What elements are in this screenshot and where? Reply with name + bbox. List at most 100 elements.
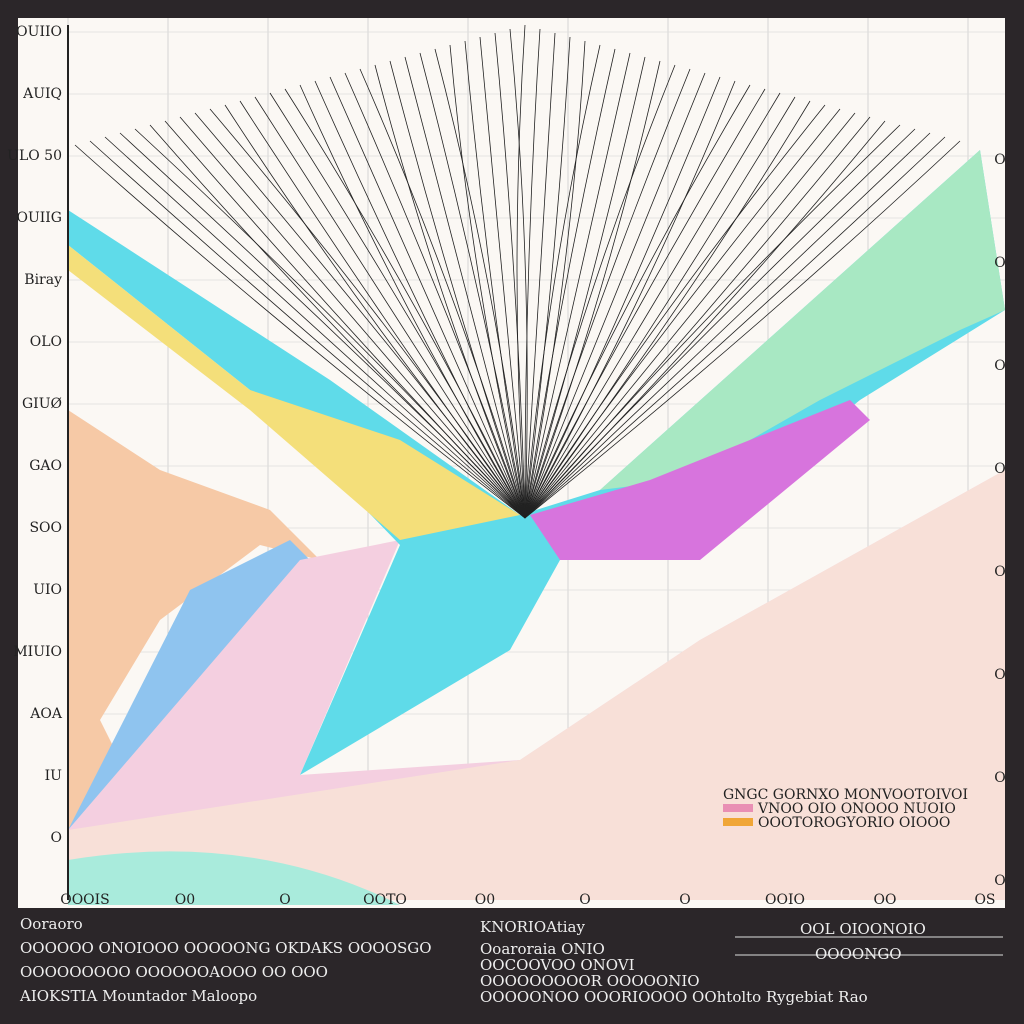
fan-line — [404, 56, 526, 519]
y-tick-label: GAO — [29, 458, 62, 474]
right-tick-label: O — [994, 358, 1005, 374]
yellow-band — [68, 245, 520, 540]
x-tick-label: OOIO — [765, 892, 805, 908]
teal-region — [68, 851, 400, 905]
footer-text: OOOOOO ONOIOOO OOOOONG OKDAKS OOOOSGO — [20, 939, 432, 957]
y-tick-label: MIUIO — [13, 644, 62, 660]
purple-band — [530, 400, 870, 560]
fan-line — [149, 124, 526, 519]
fan-line — [449, 44, 526, 519]
footer-text: OOOOONOO OOORIOOOO OOhtolto Rygebiat Rao — [480, 988, 868, 1006]
fan-line — [516, 24, 526, 519]
fan-line — [104, 136, 526, 519]
footer-text: Ooaroraia ONIO — [480, 940, 605, 958]
fan-line — [524, 124, 901, 519]
right-tick-label: O — [994, 770, 1005, 786]
footer-text: OOCOOVOO ONOVI — [480, 956, 635, 974]
fan-line — [524, 132, 931, 519]
fan-line — [524, 84, 751, 519]
y-tick-label: OUIIG — [16, 210, 62, 226]
y-tick-label: AUIQ — [22, 86, 62, 102]
right-tick-label: O — [994, 461, 1005, 477]
right-tick-label: O — [994, 152, 1005, 168]
fan-line — [239, 100, 526, 519]
x-tick-label: OS — [974, 892, 995, 908]
fan-line — [329, 76, 526, 519]
right-tick-label: O — [994, 667, 1005, 683]
fan-line — [524, 40, 586, 519]
footer-text: AIOKSTIA Mountador Maloopo — [19, 987, 257, 1005]
fan-line — [524, 52, 631, 519]
x-tick-label: O — [579, 892, 590, 908]
fan-line — [269, 92, 526, 519]
legend-swatch — [723, 818, 753, 826]
fan-line — [524, 72, 706, 519]
fan-line — [524, 80, 736, 519]
x-tick-label: O0 — [175, 892, 195, 908]
fan-line — [164, 120, 526, 519]
fan-line — [524, 64, 676, 519]
legend-label: GNGC GORNXO MONVOOTOIVOI — [723, 787, 968, 803]
fan-line — [344, 72, 526, 519]
fan-line — [74, 144, 526, 519]
y-tick-label: UIO — [33, 582, 62, 598]
fan-line — [254, 96, 526, 519]
y-tick-label: IU — [45, 768, 63, 784]
fan-line — [524, 100, 811, 519]
fan-line — [524, 48, 616, 519]
fan-line — [524, 76, 721, 519]
fan-line — [524, 140, 961, 519]
footer-text: OOOOOOOOO OOOOOOAOOO OO OOO — [20, 963, 328, 981]
y-tick-label: O — [51, 830, 62, 846]
fan-line — [374, 64, 526, 519]
fan-line — [494, 32, 526, 519]
fan-line — [524, 44, 601, 519]
legend-label: OOOTOROGYORIO OIOOO — [758, 815, 950, 831]
fan-line — [524, 56, 646, 519]
y-tick-label: OUIIO — [16, 24, 62, 40]
fan-line — [524, 32, 556, 519]
fan-line — [284, 88, 526, 519]
fan-line — [389, 60, 526, 519]
right-tick-label: O — [994, 873, 1005, 889]
fan-line — [509, 28, 528, 519]
footer-title: KNORIOAtiay — [480, 918, 585, 936]
fan-line — [224, 104, 526, 519]
footer-text: OOL OIOONOIO — [800, 920, 926, 938]
fan-line — [194, 112, 526, 519]
fan-line — [524, 28, 541, 519]
peach-region — [68, 210, 320, 900]
y-tick-label: OLO — [30, 334, 62, 350]
footer-text: Ooraoro — [20, 915, 83, 933]
x-tick-label: OO — [874, 892, 897, 908]
fan-line — [524, 108, 841, 519]
fan-line — [524, 116, 871, 519]
legend-label: VNOO OIO ONOOO NUOIO — [757, 801, 956, 817]
fan-line — [299, 84, 526, 519]
y-tick-label: SOO — [29, 520, 62, 536]
y-tick-label: Biray — [24, 272, 62, 288]
footer-text: OOOONGO — [815, 945, 902, 963]
fan-line — [179, 116, 526, 519]
fan-line — [89, 140, 526, 519]
x-tick-label: O0 — [475, 892, 495, 908]
y-tick-label: ULO 50 — [7, 148, 62, 164]
x-tick-label: O — [679, 892, 690, 908]
fan-line — [524, 96, 796, 519]
legend-swatch — [723, 804, 753, 812]
y-tick-label: AOA — [29, 706, 63, 722]
fan-line — [524, 60, 661, 519]
fan-line — [479, 36, 526, 519]
fan-line — [464, 40, 526, 519]
footer-text: OOOOOOOOOR OOOOONIO — [480, 972, 700, 990]
footer: Ooraoro OOOOOO ONOIOOO OOOOONG OKDAKS OOO… — [19, 915, 1003, 1006]
fan-lines — [74, 24, 961, 519]
right-tick-label: O — [994, 255, 1005, 271]
light-region — [68, 470, 1005, 900]
fan-line — [524, 136, 946, 519]
fan-line — [524, 112, 856, 519]
fan-line — [359, 68, 526, 519]
fan-line — [314, 80, 526, 519]
green-band — [600, 150, 1005, 490]
